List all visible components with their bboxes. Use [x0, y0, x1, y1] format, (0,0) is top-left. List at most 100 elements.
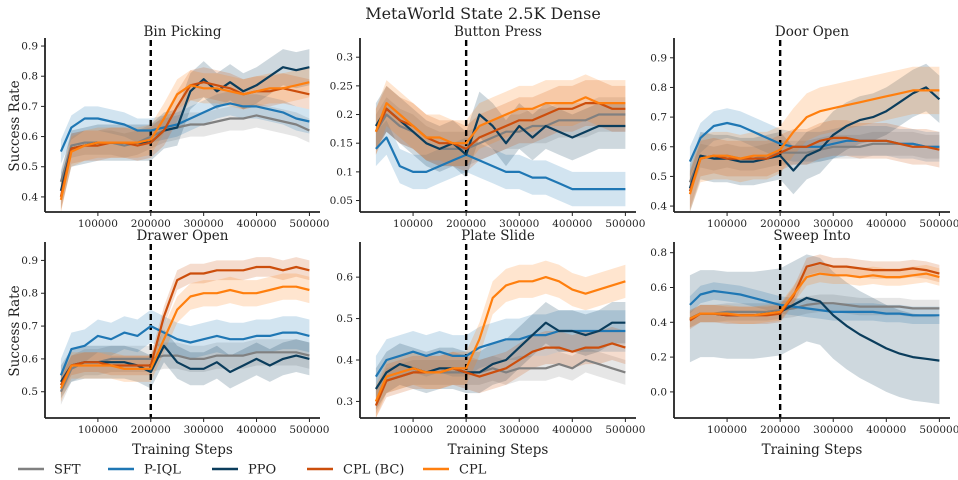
y-tick-label: 0.2: [650, 352, 667, 364]
series-line: [688, 136, 940, 192]
legend-item: SFT: [18, 463, 81, 478]
series-band: [375, 260, 626, 418]
figure-title: MetaWorld State 2.5K Dense: [365, 4, 601, 23]
x-tick-label: 300000: [499, 218, 539, 230]
x-tick-label: 200000: [760, 424, 800, 436]
x-tick-label: 300000: [184, 424, 224, 436]
y-tick-label: 0.5: [336, 313, 353, 325]
x-axis-title: Training Steps: [448, 442, 549, 458]
series-line: [689, 302, 940, 320]
x-tick-label: 200000: [131, 424, 171, 436]
chart-panel: 0.4 0.5 0.6 0.7 0.8 0.9 100000 200000 300000 4000…: [7, 24, 329, 230]
x-tick-label: 100000: [78, 424, 118, 436]
y-tick-label: 0.9: [21, 255, 38, 267]
y-tick-label: 0.3: [336, 396, 353, 408]
y-tick-label: 0.5: [650, 171, 667, 183]
x-tick-label: 200000: [760, 218, 800, 230]
y-tick-label: 0.5: [21, 386, 38, 398]
series-band: [60, 67, 310, 212]
series-band: [375, 85, 626, 178]
series-line: [374, 96, 626, 145]
series-line: [375, 136, 626, 191]
series-band: [60, 329, 310, 399]
y-tick-label: 0.1: [336, 166, 353, 178]
series-line: [374, 329, 626, 378]
y-tick-label: 0.25: [330, 80, 353, 92]
y-axis-title: Success Rate: [7, 285, 23, 376]
x-tick-label: 500000: [289, 424, 329, 436]
x-axis-title: Training Steps: [132, 442, 233, 458]
panel-title: Bin Picking: [143, 24, 221, 40]
x-tick-label: 500000: [919, 218, 958, 230]
series-band: [689, 66, 940, 212]
y-tick-label: 0.6: [336, 272, 353, 284]
legend-label: P-IQL: [144, 463, 181, 478]
series-band: [60, 103, 310, 194]
x-tick-label: 500000: [919, 424, 958, 436]
series-band: [689, 131, 940, 195]
x-tick-label: 400000: [552, 218, 592, 230]
panel-title: Button Press: [454, 24, 542, 40]
legend-label: SFT: [54, 463, 81, 478]
x-tick-label: 500000: [289, 218, 329, 230]
y-tick-label: 0.8: [650, 247, 667, 259]
y-tick-label: 0.7: [21, 321, 38, 333]
series-line: [688, 89, 940, 195]
x-tick-label: 200000: [446, 218, 486, 230]
x-axis-title: Training Steps: [762, 442, 863, 458]
x-tick-label: 400000: [866, 424, 906, 436]
series-line: [59, 285, 310, 389]
series-line: [59, 102, 310, 153]
legend-item: PPO: [212, 463, 276, 478]
y-tick-label: 0.6: [21, 131, 38, 143]
series-line: [59, 325, 310, 376]
chart-panel: 0.05 0.1 0.15 0.2 0.25 0.3 100000 200000 300000 4…: [330, 24, 646, 230]
panel-title: Drawer Open: [136, 228, 228, 244]
series-line: [689, 262, 940, 322]
series-line: [374, 276, 626, 402]
x-tick-label: 500000: [605, 424, 645, 436]
legend-item: CPL (BC): [307, 463, 404, 478]
x-tick-label: 100000: [707, 424, 747, 436]
x-tick-label: 300000: [499, 424, 539, 436]
legend-item: P-IQL: [108, 463, 181, 478]
panel-title: Sweep Into: [773, 228, 850, 244]
legend-label: CPL: [459, 463, 487, 478]
series-line: [689, 272, 940, 320]
series-line: [59, 265, 310, 386]
series-line: [689, 289, 940, 317]
x-tick-label: 500000: [605, 218, 645, 230]
y-tick-label: 0.8: [650, 82, 667, 94]
series-band: [689, 120, 940, 209]
x-tick-label: 400000: [236, 424, 276, 436]
series-line: [59, 81, 310, 201]
y-tick-label: 0.7: [21, 101, 38, 113]
panel-title: Door Open: [775, 24, 850, 40]
x-tick-label: 100000: [707, 218, 747, 230]
chart-panel: 0.3 0.4 0.5 0.6 100000 200000 300000 400000 5000…: [336, 228, 645, 458]
series-band: [689, 63, 940, 213]
legend-label: PPO: [248, 463, 276, 478]
x-tick-label: 300000: [813, 424, 853, 436]
y-tick-label: 0.6: [21, 353, 38, 365]
panel-title: Plate Slide: [461, 228, 535, 244]
y-tick-label: 0.4: [336, 355, 353, 367]
x-tick-label: 300000: [813, 218, 853, 230]
x-tick-label: 400000: [552, 424, 592, 436]
y-tick-label: 0.2: [336, 109, 353, 121]
series-band: [375, 347, 626, 414]
x-tick-label: 100000: [78, 218, 118, 230]
y-tick-label: 0.9: [21, 41, 38, 53]
chart-panel: 0.4 0.5 0.6 0.7 0.8 0.9 100000 200000 300000 4000…: [650, 24, 958, 230]
series-band: [60, 309, 310, 392]
legend: SFT P-IQL PPO CPL (BC) CPL: [18, 463, 487, 478]
series-line: [374, 342, 626, 407]
series-band: [60, 91, 310, 164]
x-tick-label: 100000: [393, 218, 433, 230]
y-tick-label: 0.8: [21, 288, 38, 300]
y-tick-label: 0.6: [650, 141, 667, 153]
series-band: [689, 254, 940, 330]
y-axis-title: Success Rate: [7, 80, 23, 171]
x-tick-label: 200000: [131, 218, 171, 230]
series-band: [60, 257, 310, 395]
